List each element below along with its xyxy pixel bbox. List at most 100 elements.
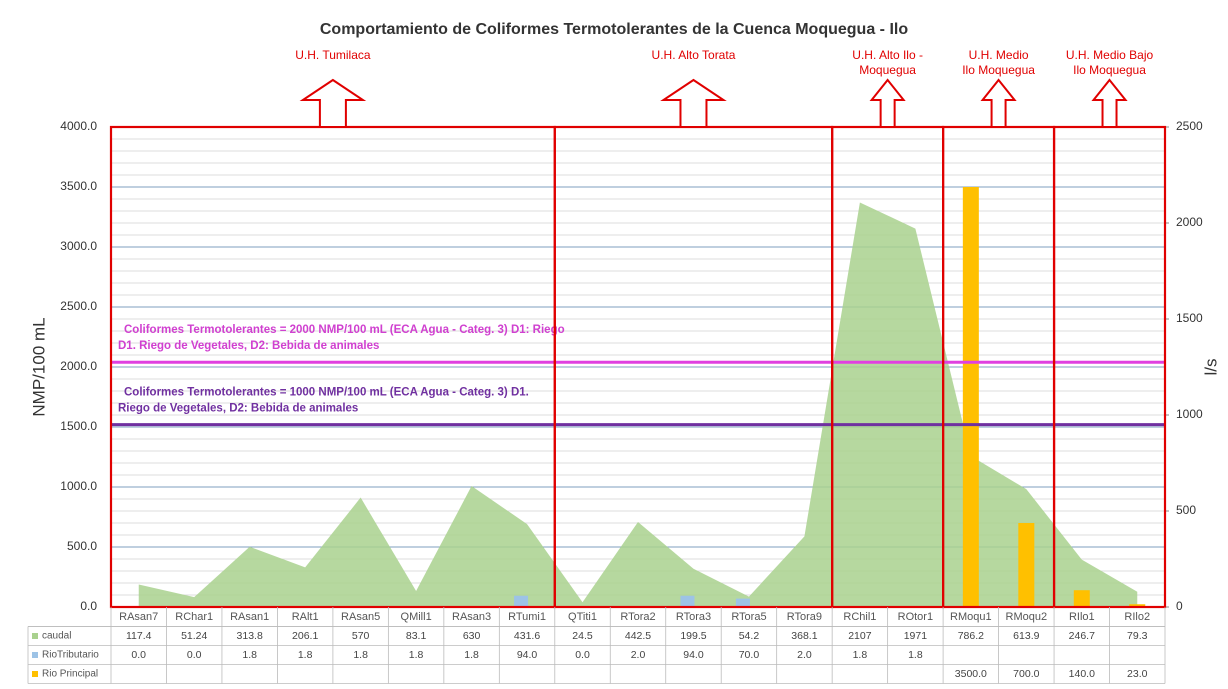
x-tick-label: RChar1: [175, 611, 213, 623]
x-tick-label: RIlo1: [1069, 611, 1095, 623]
x-tick-label: RAsan1: [230, 611, 269, 623]
region-label: U.H. Medio: [969, 48, 1029, 62]
x-tick-label: RAsan7: [119, 611, 158, 623]
legend-swatch: [32, 671, 38, 677]
data-label: 54.2: [739, 630, 760, 642]
data-label: 2.0: [797, 649, 812, 661]
bar: [1129, 604, 1146, 607]
data-label: 94.0: [683, 649, 704, 661]
data-label: 1971: [904, 630, 928, 642]
data-label: 1.8: [353, 649, 368, 661]
y-tick-label: 3000.0: [60, 239, 97, 253]
legend-label: RioTributario: [42, 650, 99, 661]
y-tick-label: 2000.0: [60, 359, 97, 373]
y2-tick-label: 500: [1176, 503, 1196, 517]
y-axis-title: NMP/100 mL: [29, 317, 48, 416]
region-label: Ilo Moquegua: [1073, 63, 1146, 77]
data-label: 83.1: [406, 630, 427, 642]
region-arrow: [980, 78, 1017, 128]
region-label: Ilo Moquegua: [962, 63, 1035, 77]
data-label: 79.3: [1127, 630, 1148, 642]
x-tick-label: RTora9: [787, 611, 822, 623]
region-label: U.H. Alto Ilo -: [852, 48, 923, 62]
data-label: 206.1: [292, 630, 318, 642]
data-label: 431.6: [514, 630, 540, 642]
y2-tick-label: 2500: [1176, 119, 1203, 133]
y-tick-label: 4000.0: [60, 119, 97, 133]
x-tick-label: RAsan3: [452, 611, 491, 623]
y-tick-label: 1000.0: [60, 479, 97, 493]
data-label: 0.0: [187, 649, 202, 661]
bar: [1073, 590, 1090, 607]
legend-label: caudal: [42, 631, 71, 642]
data-label: 313.8: [237, 630, 263, 642]
data-label: 1.8: [409, 649, 424, 661]
data-label: 0.0: [575, 649, 590, 661]
x-tick-label: QMill1: [401, 611, 432, 623]
bar: [514, 595, 529, 607]
region-arrow: [1091, 78, 1128, 128]
data-label: 613.9: [1013, 630, 1039, 642]
y-tick-label: 2500.0: [60, 299, 97, 313]
bar: [680, 595, 695, 607]
data-label: 630: [463, 630, 481, 642]
region-label: U.H. Alto Torata: [652, 48, 736, 62]
data-label: 2107: [848, 630, 872, 642]
data-label: 199.5: [680, 630, 706, 642]
y2-tick-label: 1000: [1176, 407, 1203, 421]
reference-label: Coliformes Termotolerantes = 1000 NMP/10…: [124, 387, 529, 399]
region-arrow: [869, 78, 906, 128]
y-tick-label: 1500.0: [60, 419, 97, 433]
bar: [735, 598, 750, 607]
data-label: 1.8: [908, 649, 923, 661]
data-label: 246.7: [1069, 630, 1095, 642]
data-label: 117.4: [126, 630, 152, 642]
y-tick-label: 0.0: [80, 599, 97, 613]
x-tick-label: QTiti1: [568, 611, 597, 623]
data-label: 51.24: [181, 630, 207, 642]
data-label: 3500.0: [955, 668, 987, 680]
legend-label: Rio Principal: [42, 669, 98, 680]
data-label: 1.8: [242, 649, 257, 661]
data-label: 442.5: [625, 630, 651, 642]
y2-tick-label: 2000: [1176, 215, 1203, 229]
x-tick-label: RChil1: [843, 611, 876, 623]
x-tick-label: RAlt1: [292, 611, 319, 623]
data-label: 0.0: [131, 649, 146, 661]
reference-label: D1. Riego de Vegetales, D2: Bebida de an…: [118, 340, 379, 352]
x-tick-label: RAsan5: [341, 611, 380, 623]
data-label: 786.2: [958, 630, 984, 642]
data-label: 2.0: [631, 649, 646, 661]
y2-axis-title: l/s: [1201, 359, 1220, 376]
x-tick-label: ROtor1: [898, 611, 933, 623]
legend-swatch: [32, 652, 38, 658]
data-label: 24.5: [572, 630, 593, 642]
x-tick-label: RTora3: [676, 611, 711, 623]
data-label: 570: [352, 630, 370, 642]
reference-label: Coliformes Termotolerantes = 2000 NMP/10…: [124, 324, 565, 336]
region-arrow: [660, 78, 727, 128]
area: [138, 202, 1138, 607]
x-tick-label: RIlo2: [1124, 611, 1150, 623]
region-arrow: [299, 78, 367, 128]
bar: [962, 187, 979, 607]
region-label: U.H. Medio Bajo: [1066, 48, 1154, 62]
x-tick-label: RTumi1: [508, 611, 546, 623]
legend-swatch: [32, 633, 38, 639]
data-label: 1.8: [464, 649, 479, 661]
x-tick-label: RMoqu2: [1006, 611, 1048, 623]
data-label: 1.8: [853, 649, 868, 661]
data-label: 368.1: [791, 630, 817, 642]
data-label: 1.8: [298, 649, 313, 661]
data-label: 140.0: [1069, 668, 1095, 680]
bar: [1018, 523, 1035, 607]
region-label: Moquegua: [859, 63, 916, 77]
x-tick-label: RTora2: [620, 611, 655, 623]
y-tick-label: 500.0: [67, 539, 97, 553]
reference-label: Riego de Vegetales, D2: Bebida de animal…: [118, 403, 358, 415]
y-tick-label: 3500.0: [60, 179, 97, 193]
y2-tick-label: 1500: [1176, 311, 1203, 325]
data-label: 700.0: [1013, 668, 1039, 680]
chart-title: Comportamiento de Coliformes Termotolera…: [320, 21, 908, 38]
